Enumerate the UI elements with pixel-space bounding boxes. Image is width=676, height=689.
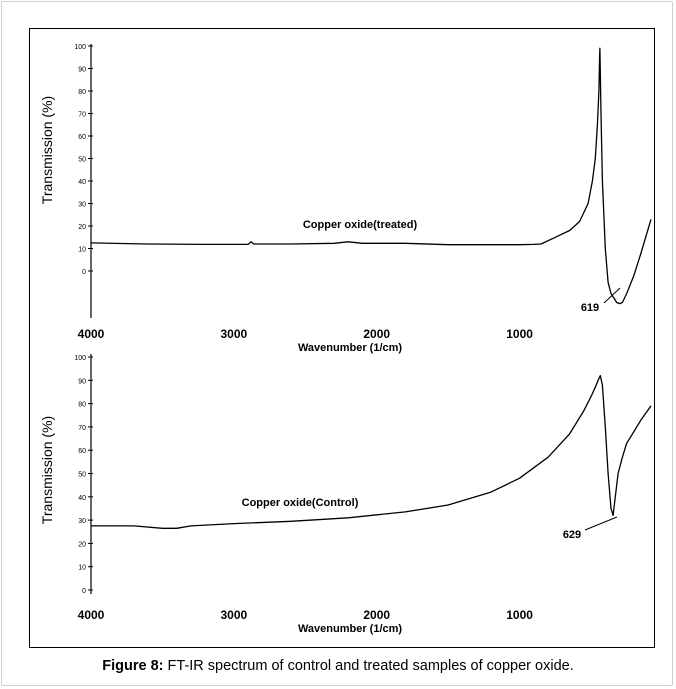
y-tick-label-treated-80: 80 xyxy=(78,89,86,96)
plot-frame xyxy=(29,28,655,648)
y-tick-label-control-50: 50 xyxy=(78,472,86,479)
series-line-control xyxy=(91,374,652,529)
y-tick-label-control-30: 30 xyxy=(78,518,86,525)
figure-caption: Figure 8: FT-IR spectrum of control and … xyxy=(0,658,676,674)
y-tick-label-control-100: 100 xyxy=(74,355,86,362)
y-tick-label-control-10: 10 xyxy=(78,565,86,572)
series-label-control: Copper oxide(Control) xyxy=(242,497,359,509)
x-tick-label-control-2000: 2000 xyxy=(363,608,390,622)
series-line-treated xyxy=(90,47,652,305)
annotation-leader-treated xyxy=(603,287,621,304)
y-tick-label-control-80: 80 xyxy=(78,402,86,409)
y-tick-label-control-90: 90 xyxy=(78,378,86,385)
caption-text: FT-IR spectrum of control and treated sa… xyxy=(163,658,574,674)
x-tick-label-treated-1000: 1000 xyxy=(506,327,533,341)
annotation-label-treated: 619 xyxy=(581,302,599,314)
x-axis-label-treated: Wavenumber (1/cm) xyxy=(298,342,402,354)
caption-label: Figure 8: xyxy=(102,658,164,674)
series-label-treated: Copper oxide(treated) xyxy=(303,219,418,231)
x-tick-label-control-4000: 4000 xyxy=(78,608,105,622)
y-tick-label-treated-0: 0 xyxy=(82,269,86,276)
y-tick-label-treated-30: 30 xyxy=(78,202,86,209)
x-tick-label-treated-4000: 4000 xyxy=(78,327,105,341)
y-tick-label-control-60: 60 xyxy=(78,448,86,455)
y-tick-label-treated-40: 40 xyxy=(78,179,86,186)
x-tick-label-control-1000: 1000 xyxy=(506,608,533,622)
y-tick-label-treated-90: 90 xyxy=(78,67,86,74)
x-axis-label-control: Wavenumber (1/cm) xyxy=(298,623,402,635)
y-tick-label-control-70: 70 xyxy=(78,425,86,432)
y-tick-label-control-40: 40 xyxy=(78,495,86,502)
y-tick-label-treated-20: 20 xyxy=(78,224,86,231)
y-tick-label-control-20: 20 xyxy=(78,541,86,548)
y-tick-label-control-0: 0 xyxy=(82,588,86,595)
y-tick-label-treated-100: 100 xyxy=(74,44,86,51)
y-tick-label-treated-60: 60 xyxy=(78,134,86,141)
x-tick-label-control-3000: 3000 xyxy=(221,608,248,622)
x-tick-label-treated-3000: 3000 xyxy=(221,327,248,341)
annotation-label-control: 629 xyxy=(563,529,581,541)
x-tick-label-treated-2000: 2000 xyxy=(363,327,390,341)
y-axis-label-treated: Transmission (%) xyxy=(39,96,55,204)
y-tick-label-treated-50: 50 xyxy=(78,157,86,164)
y-axis-label-control: Transmission (%) xyxy=(39,416,55,524)
y-tick-label-treated-10: 10 xyxy=(78,247,86,254)
y-tick-label-treated-70: 70 xyxy=(78,112,86,119)
annotation-leader-control xyxy=(584,516,618,531)
